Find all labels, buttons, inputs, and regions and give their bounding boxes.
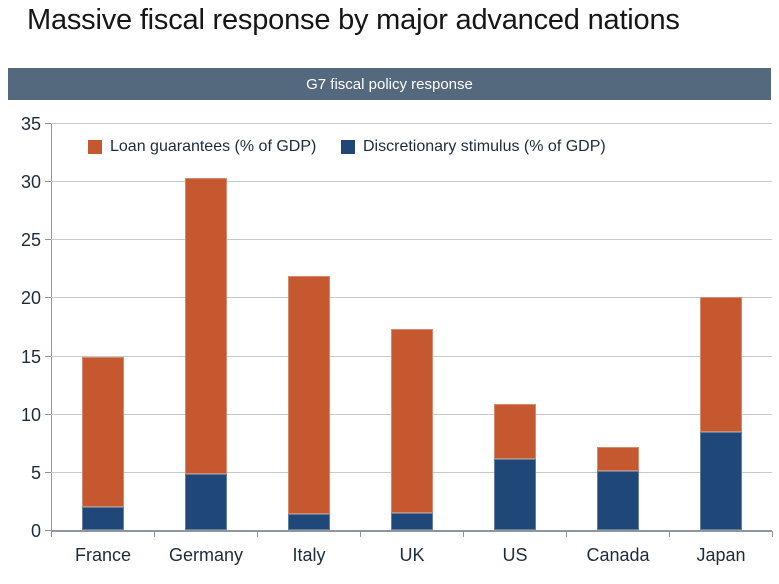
chart-header-title: G7 fiscal policy response [306, 75, 473, 93]
bar-segment-guarantees-italy [288, 276, 330, 514]
y-axis-tick [45, 471, 51, 473]
y-axis-tick [45, 123, 51, 124]
bar-segment-stimulus-canada [597, 470, 639, 530]
y-axis-tick [45, 239, 51, 241]
y-axis-tick-label: 35 [20, 114, 41, 134]
y-axis-tick [45, 297, 51, 299]
gridline [51, 181, 772, 183]
x-axis-tick [772, 531, 773, 537]
y-axis-tick-label: 30 [20, 172, 41, 193]
y-axis-tick-label: 25 [20, 230, 41, 251]
y-axis-line [51, 124, 52, 537]
gridline [51, 297, 772, 299]
x-axis-category-label: US [502, 545, 528, 565]
legend-item: Loan guarantees (% of GDP) [88, 138, 316, 156]
chart-header: G7 fiscal policy response [8, 68, 771, 100]
gridline [51, 123, 772, 124]
bar-segment-guarantees-germany [185, 177, 227, 475]
bar-segment-stimulus-us [494, 459, 536, 530]
y-axis-tick [45, 355, 51, 357]
legend-label: Loan guarantees (% of GDP) [110, 138, 317, 155]
bar-segment-stimulus-france [82, 506, 124, 530]
x-axis-category-label: Germany [168, 545, 244, 565]
bar-segment-stimulus-germany [185, 474, 227, 530]
y-axis-tick-label: 0 [30, 521, 41, 541]
x-axis-tick [566, 531, 567, 537]
y-axis-tick-label: 10 [20, 404, 41, 425]
bar-segment-stimulus-uk [391, 512, 433, 530]
legend-swatch-icon [88, 140, 102, 154]
x-axis-category-label: Canada [586, 545, 650, 565]
y-axis-tick-label: 5 [30, 462, 41, 483]
y-axis-tick [45, 181, 51, 183]
x-axis-category-label: UK [399, 545, 425, 565]
bar-segment-stimulus-italy [288, 513, 330, 530]
x-axis-tick [257, 531, 258, 537]
bar-segment-guarantees-canada [597, 447, 639, 471]
x-axis-tick [669, 531, 670, 537]
legend-swatch-icon [341, 140, 355, 154]
x-axis-tick [463, 531, 464, 537]
y-axis-tick-label: 15 [20, 346, 41, 367]
x-axis-tick [360, 531, 361, 537]
legend-item: Discretionary stimulus (% of GDP) [341, 138, 606, 156]
bar-segment-guarantees-uk [391, 328, 433, 513]
y-axis-tick-label: 20 [20, 288, 41, 309]
y-axis-tick [45, 530, 51, 531]
x-axis-tick [154, 531, 155, 537]
bar-segment-guarantees-japan [700, 297, 742, 433]
bar-segment-guarantees-france [82, 356, 124, 507]
x-axis-category-label: France [74, 545, 132, 565]
y-axis-tick [45, 413, 51, 415]
bar-segment-stimulus-japan [700, 432, 742, 530]
bar-segment-guarantees-us [494, 404, 536, 460]
x-axis-tick [51, 531, 52, 537]
legend-label: Discretionary stimulus (% of GDP) [363, 138, 606, 155]
x-axis-category-label: Japan [696, 545, 746, 565]
x-axis-category-label: Italy [292, 545, 326, 565]
x-axis-line [51, 530, 772, 532]
gridline [51, 239, 772, 241]
page-title: Massive fiscal response by major advance… [27, 4, 680, 36]
plot-area: Loan guarantees (% of GDP) Discretionary … [21, 115, 773, 565]
